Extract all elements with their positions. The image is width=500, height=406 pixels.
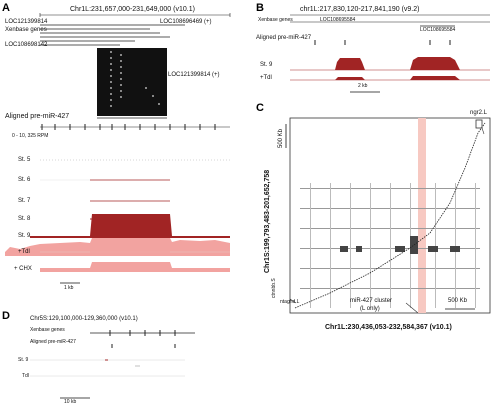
panel-a-coordinate: Chr1L:231,657,000-231,649,000 (v10.1) <box>70 6 195 13</box>
panel-b: B chr1L:217,830,120-217,841,190 (v9.2) X… <box>250 0 500 98</box>
panel-a-letter: A <box>2 2 10 14</box>
panel-a: A Chr1L:231,657,000-231,649,000 (v10.1) <box>0 0 245 305</box>
panel-c-y-axis-label: Chr1S:199,793,483-201,652,758 <box>264 169 271 273</box>
panel-b-track-st9: St. 9 <box>260 62 273 68</box>
panel-a-scale: 0 - 10, 325 RPM <box>12 133 49 139</box>
panel-a-track-st9: St. 9 <box>18 233 31 239</box>
panel-a-track-xenbase: Xenbase genes <box>5 27 47 33</box>
panel-c-cluster-label-2: (L only) <box>360 306 380 312</box>
panel-d-coordinate: Chr5S:129,100,000-129,360,000 (v10.1) <box>30 316 138 322</box>
panel-d-track-tdl: Tdl <box>22 373 29 379</box>
panel-d-aligned-label: Aligned pre-miR-427 <box>30 339 76 345</box>
panel-d-track-st9: St. 9 <box>18 357 29 363</box>
panel-a-gene-models <box>39 13 231 130</box>
panel-a-gene-label-top: LOC121399814 <box>5 19 48 25</box>
panel-c-x-axis-label: Chr1L:230,436,053-232,584,367 (v10.1) <box>325 324 452 331</box>
panel-a-gene-label-block: LOC121399814 (+) <box>168 72 220 78</box>
panel-b-gene-label-right: LOC108695584 <box>420 27 456 33</box>
panel-c-bottom-scale: 500 Kb <box>448 298 468 304</box>
panel-c-left-bottom-label-2: ntaghd.L <box>280 299 300 305</box>
panel-a-track-st8: St. 8 <box>18 216 31 222</box>
panel-a-gene-label-right: LOC108696469 (+) <box>160 19 212 25</box>
panel-d-scale-bar-label: 10 kb <box>64 399 77 405</box>
panel-a-gene-label-left: LOC108698142 <box>5 42 48 48</box>
panel-a-rnaseq-tracks <box>5 159 230 284</box>
panel-d-track-xenbase: Xenbase genes <box>30 327 65 333</box>
panel-c: C <box>250 98 500 338</box>
panel-b-aligned-label: Aligned pre-miR-427 <box>256 35 312 41</box>
panel-a-track-st5: St. 5 <box>18 157 31 163</box>
panel-a-aligned-label: Aligned pre-miR-427 <box>5 113 70 120</box>
panel-c-dotplot <box>285 117 491 314</box>
panel-a-track-st6: St. 6 <box>18 177 31 183</box>
panel-a-scale-bar-label: 1 kb <box>64 285 74 291</box>
panel-c-top-scale: 500 Kb <box>278 128 284 148</box>
panel-b-track-tdl: +Tdl <box>260 75 272 81</box>
panel-a-track-chx: + CHX <box>14 266 32 272</box>
panel-b-scale-bar-label: 2 kb <box>358 83 368 89</box>
panel-c-letter: C <box>256 102 264 114</box>
panel-d-letter: D <box>2 310 10 322</box>
panel-b-tracks <box>290 14 490 93</box>
panel-b-coordinate: chr1L:217,830,120-217,841,190 (v9.2) <box>300 6 420 13</box>
panel-a-track-st7: St. 7 <box>18 198 31 204</box>
panel-c-cluster-label-1: miR-427 cluster <box>350 298 393 304</box>
panel-b-track-xenbase: Xenbase genes <box>258 17 293 23</box>
panel-d: D Chr5S:129,100,000-129,360,000 (v10.1) … <box>0 308 245 406</box>
panel-a-track-tdl: +Tdl <box>18 249 30 255</box>
panel-d-tracks <box>30 330 195 399</box>
panel-c-left-bottom-label-1: ctnnbb.S <box>271 278 277 298</box>
panel-b-gene-label: LOC108695584 <box>320 17 356 23</box>
panel-b-letter: B <box>256 2 264 14</box>
panel-c-top-right-label: ngr2.L <box>470 110 488 116</box>
